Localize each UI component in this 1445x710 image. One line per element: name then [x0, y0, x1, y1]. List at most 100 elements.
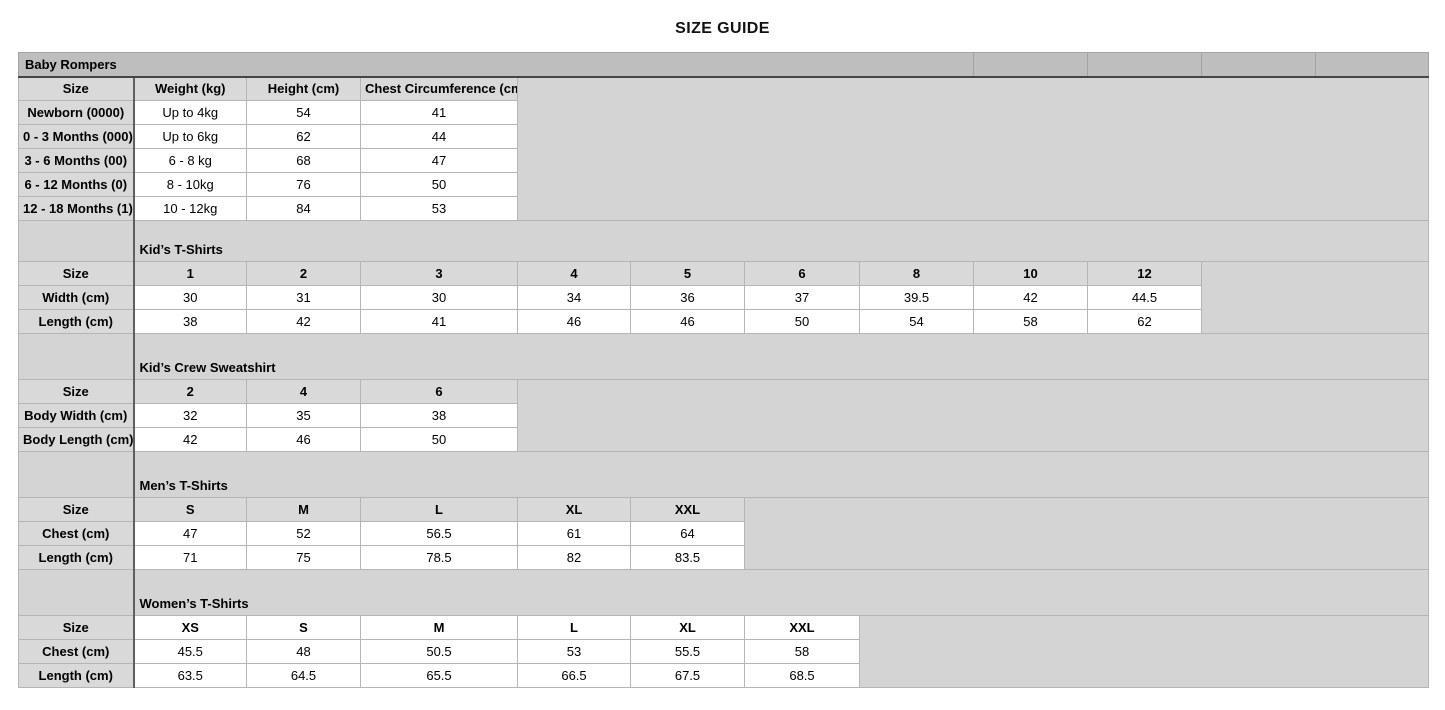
size-column-header: S [246, 615, 361, 640]
cell-value: 47 [360, 148, 518, 173]
cell-value: 41 [360, 100, 518, 125]
womens-header-row: Size XS S M L XL XXL [18, 615, 1429, 688]
cell-value: 50.5 [360, 639, 518, 664]
size-column-header: 3 [360, 261, 518, 286]
size-column-header: XXL [630, 497, 745, 522]
cell-value: 50 [360, 172, 518, 197]
separator-cell [18, 451, 135, 498]
cell-value: 47 [133, 521, 247, 546]
size-column-header: XXL [744, 615, 860, 640]
table-filler [744, 497, 1429, 570]
cell-value: 45.5 [133, 639, 247, 664]
table-row: Newborn (0000) Up to 4kg 54 41 [18, 100, 1429, 125]
size-column-header: 6 [360, 379, 518, 404]
size-guide-table: Baby Rompers Size Weight (kg) Height (cm… [18, 52, 1429, 688]
cell-value: 76 [246, 172, 361, 197]
row-label: 6 - 12 Months (0) [18, 172, 135, 197]
cell-value: 37 [744, 285, 860, 310]
size-column-header: M [360, 615, 518, 640]
table-row: Length (cm) 38 42 41 46 46 50 54 58 62 [18, 309, 1429, 334]
section-separator-row: Women’s T-Shirts [18, 569, 1429, 616]
cell-value: 31 [246, 285, 361, 310]
table-filler [859, 615, 1429, 688]
size-column-header: 2 [133, 379, 247, 404]
cell-value: 71 [133, 545, 247, 570]
cell-value: 58 [973, 309, 1088, 334]
size-column-header: M [246, 497, 361, 522]
cell-value: 42 [973, 285, 1088, 310]
section-separator-row: Kid’s Crew Sweatshirt [18, 333, 1429, 380]
cell-value: 83.5 [630, 545, 745, 570]
cell-value: 36 [630, 285, 745, 310]
size-column-header: 5 [630, 261, 745, 286]
table-row: Body Length (cm) 42 46 50 [18, 427, 1429, 452]
cell-value: 68 [246, 148, 361, 173]
table-row: Length (cm) 63.5 64.5 65.5 66.5 67.5 68.… [18, 663, 1429, 688]
page-title: SIZE GUIDE [675, 20, 770, 37]
column-header-size: Size [18, 615, 135, 640]
row-label: 12 - 18 Months (1) [18, 196, 135, 221]
cell-value: 62 [246, 124, 361, 149]
cell-value: 44 [360, 124, 518, 149]
section-separator-row: Kid’s T-Shirts [18, 220, 1429, 262]
cell-value: 30 [360, 285, 518, 310]
cell-value: 35 [246, 403, 361, 428]
cell-value: 66.5 [517, 663, 631, 688]
cell-value: 75 [246, 545, 361, 570]
size-column-header: 6 [744, 261, 860, 286]
cell-value: 42 [246, 309, 361, 334]
cell-value: 61 [517, 521, 631, 546]
cell-value: 38 [360, 403, 518, 428]
row-label: Body Length (cm) [18, 427, 135, 452]
cell-value: 67.5 [630, 663, 745, 688]
size-column-header: 4 [517, 261, 631, 286]
row-label: Newborn (0000) [18, 100, 135, 125]
cell-value: 48 [246, 639, 361, 664]
cell-value: 55.5 [630, 639, 745, 664]
table-row: 6 - 12 Months (0) 8 - 10kg 76 50 [18, 172, 1429, 197]
cell-value: 82 [517, 545, 631, 570]
cell-value: 46 [517, 309, 631, 334]
cell-value: Up to 6kg [133, 124, 247, 149]
table-row: 0 - 3 Months (000) Up to 6kg 62 44 [18, 124, 1429, 149]
cell-value: 64.5 [246, 663, 361, 688]
baby-header-row: Size Weight (kg) Height (cm) Chest Circu… [18, 76, 1429, 221]
cell-value: 56.5 [360, 521, 518, 546]
kids-header-row: Size 1 2 3 4 5 6 8 10 12 [18, 261, 1429, 334]
row-label: Body Width (cm) [18, 403, 135, 428]
size-column-header: XS [133, 615, 247, 640]
table-row: Chest (cm) 47 52 56.5 61 64 [18, 521, 1429, 546]
row-label: Width (cm) [18, 285, 135, 310]
cell-value: 38 [133, 309, 247, 334]
row-label: Length (cm) [18, 663, 135, 688]
cell-value: 30 [133, 285, 247, 310]
cell-value: 62 [1087, 309, 1202, 334]
cell-value: 63.5 [133, 663, 247, 688]
size-column-header: 2 [246, 261, 361, 286]
cell-value: 46 [246, 427, 361, 452]
column-header-chest-circumference: Chest Circumference (cm) [360, 76, 518, 101]
section-label-baby-rompers: Baby Rompers [18, 52, 974, 78]
section-label-kids-crew-sweatshirt: Kid’s Crew Sweatshirt [133, 333, 1429, 380]
size-column-header: 12 [1087, 261, 1202, 286]
size-column-header: XL [630, 615, 745, 640]
row-label: Chest (cm) [18, 521, 135, 546]
separator-cell [18, 569, 135, 616]
cell-value: Up to 4kg [133, 100, 247, 125]
size-column-header: XL [517, 497, 631, 522]
cell-value: 41 [360, 309, 518, 334]
row-label: 3 - 6 Months (00) [18, 148, 135, 173]
cell-value: 50 [360, 427, 518, 452]
table-title-row: Baby Rompers [18, 52, 1429, 78]
title-empty-cell [1315, 52, 1429, 78]
cell-value: 39.5 [859, 285, 974, 310]
cell-value: 53 [360, 196, 518, 221]
cell-value: 54 [859, 309, 974, 334]
column-header-size: Size [18, 497, 135, 522]
cell-value: 64 [630, 521, 745, 546]
size-column-header: 4 [246, 379, 361, 404]
column-header-size: Size [18, 76, 135, 101]
cell-value: 10 - 12kg [133, 196, 247, 221]
table-filler [517, 76, 1429, 221]
